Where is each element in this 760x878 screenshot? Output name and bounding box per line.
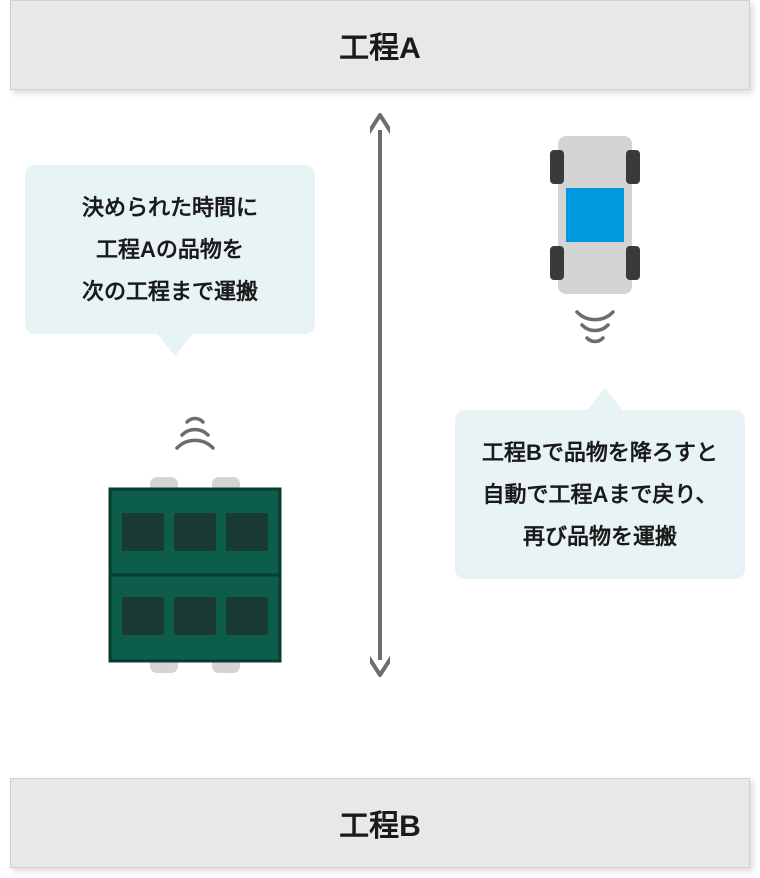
callout-left-line3: 次の工程まで運搬 [51,271,289,313]
callout-right-text: 工程Bで品物を降ろすと 自動で工程Aまで戻り、 再び品物を運搬 [481,432,719,557]
vehicle-loaded-icon [100,475,290,680]
process-b-bar: 工程B [10,778,750,868]
callout-left: 決められた時間に 工程Aの品物を 次の工程まで運搬 [25,165,315,334]
signal-waves-icon [565,300,625,365]
callout-tail-icon [585,388,625,413]
callout-right-line1: 工程Bで品物を降ろすと [481,432,719,474]
callout-tail-icon [155,331,195,356]
bidirectional-arrow-icon [370,110,390,680]
callout-left-line2: 工程Aの品物を [51,229,289,271]
vehicle-empty-icon [540,130,650,305]
process-a-label: 工程A [339,23,421,67]
signal-waves-icon [165,400,225,465]
callout-right: 工程Bで品物を降ろすと 自動で工程Aまで戻り、 再び品物を運搬 [455,410,745,579]
callout-left-line1: 決められた時間に [51,187,289,229]
process-a-bar: 工程A [10,0,750,90]
process-b-label: 工程B [339,801,421,845]
callout-left-text: 決められた時間に 工程Aの品物を 次の工程まで運搬 [51,187,289,312]
callout-right-line3: 再び品物を運搬 [481,516,719,558]
callout-right-line2: 自動で工程Aまで戻り、 [481,474,719,516]
